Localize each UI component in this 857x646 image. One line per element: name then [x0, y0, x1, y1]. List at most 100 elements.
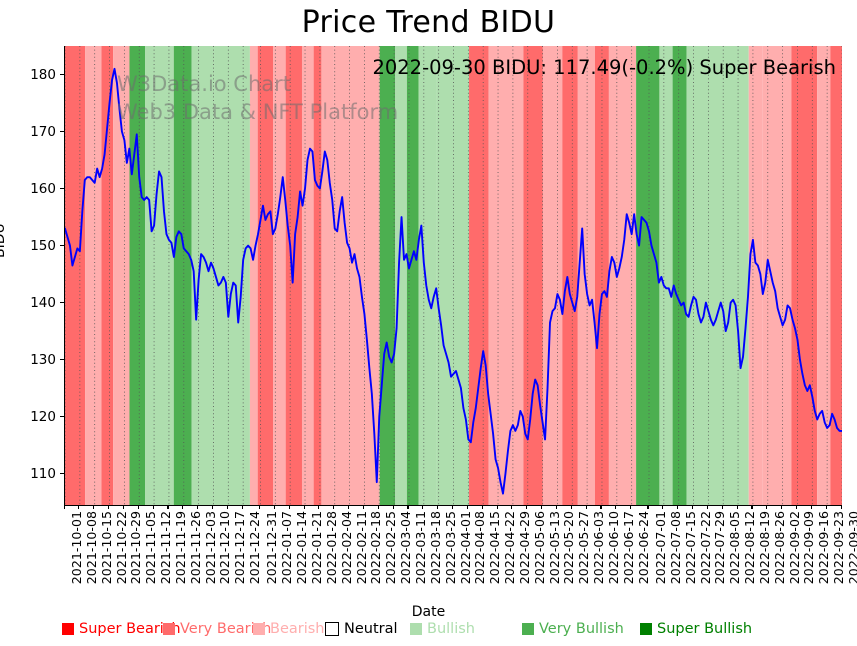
sentiment-band: [436, 46, 470, 505]
sentiment-band: [636, 46, 660, 505]
x-axis-tick-label: 2021-11-05: [143, 511, 159, 585]
x-axis-tick-label: 2022-09-09: [801, 511, 817, 585]
x-axis-tick-label: 2021-11-12: [158, 511, 174, 585]
x-axis-tick-label: 2022-05-20: [561, 511, 577, 585]
sentiment-band: [830, 46, 842, 505]
y-axis-tick-label: 180: [30, 66, 56, 83]
legend-label: Very Bullish: [539, 621, 624, 637]
x-axis-tick-mark: [241, 505, 243, 509]
legend-swatch-icon: [522, 623, 534, 635]
sentiment-band: [577, 46, 595, 505]
sentiment-band: [379, 46, 396, 505]
legend-item[interactable]: Very Bearish: [163, 620, 271, 638]
x-axis-tick-label: 2022-03-11: [412, 511, 428, 585]
y-axis-tick-label: 110: [30, 465, 56, 482]
x-axis-tick-label: 2022-02-18: [368, 511, 384, 585]
sentiment-band: [395, 46, 407, 505]
sentiment-band: [191, 46, 215, 505]
x-axis-tick-mark: [615, 505, 617, 509]
x-axis-tick-label: 2022-09-02: [786, 511, 802, 585]
legend-swatch-icon: [253, 623, 265, 635]
x-axis-tick-mark: [647, 505, 649, 509]
legend-swatch-icon: [163, 623, 175, 635]
x-axis-tick-mark: [122, 505, 124, 509]
x-axis-tick-mark: [677, 505, 679, 509]
price-series-bidu: [65, 67, 842, 495]
x-axis-tick-label: 2022-06-10: [605, 511, 621, 585]
y-axis-tick-mark: [60, 416, 64, 418]
x-axis-tick-label: 2022-09-30: [846, 511, 857, 585]
x-axis-tick-label: 2022-06-17: [620, 511, 636, 585]
x-axis-tick-mark: [452, 505, 454, 509]
x-axis-tick-mark: [108, 505, 110, 509]
x-axis-tick-mark: [630, 505, 632, 509]
x-axis-tick-mark: [692, 505, 694, 509]
x-axis-tick-mark: [422, 505, 424, 509]
x-axis-tick-label: 2021-12-10: [217, 511, 233, 585]
sentiment-band: [65, 46, 86, 505]
x-axis-tick-label: 2021-10-29: [128, 511, 144, 585]
legend-item[interactable]: Super Bullish: [640, 620, 752, 638]
legend-item[interactable]: Neutral: [325, 620, 398, 638]
x-axis-tick-mark: [662, 505, 664, 509]
sentiment-band: [791, 46, 818, 505]
x-axis-tick-label: 2021-10-15: [98, 511, 114, 585]
legend-item[interactable]: Super Bearish: [62, 620, 181, 638]
x-axis-tick-label: 2022-04-22: [502, 511, 518, 585]
x-axis-tick-mark: [197, 505, 199, 509]
x-axis-tick-mark: [751, 505, 753, 509]
x-axis-tick-label: 2022-03-04: [398, 511, 414, 585]
y-axis-tick-label: 130: [30, 351, 56, 368]
x-axis-tick-mark: [93, 505, 95, 509]
legend: Super Bearish Very Bearish Bearish Neutral B…: [0, 620, 857, 646]
x-axis-tick-mark: [303, 505, 305, 509]
x-axis-tick-mark: [766, 505, 768, 509]
legend-item[interactable]: Bullish: [410, 620, 475, 638]
x-axis-tick-mark: [348, 505, 350, 509]
x-axis-tick-label: 2022-04-08: [472, 511, 488, 585]
x-axis-tick-label: 2022-02-11: [353, 511, 369, 585]
x-axis-tick-mark: [318, 505, 320, 509]
x-axis-tick-label: 2021-11-19: [172, 511, 188, 585]
x-axis-tick-mark: [78, 505, 80, 509]
y-axis-tick-label: 140: [30, 294, 56, 311]
y-axis-label: BIDU: [0, 223, 8, 258]
x-axis-tick-mark: [511, 505, 513, 509]
legend-label: Very Bearish: [180, 621, 272, 637]
x-axis-tick-mark: [496, 505, 498, 509]
legend-item[interactable]: Bearish: [253, 620, 325, 638]
x-axis-tick-mark: [736, 505, 738, 509]
x-axis-tick-label: 2022-02-25: [383, 511, 399, 585]
sentiment-band: [406, 46, 419, 505]
legend-item[interactable]: Very Bullish: [522, 620, 624, 638]
page-title: Price Trend BIDU: [301, 5, 556, 40]
legend-swatch-icon: [410, 623, 422, 635]
legend-swatch-icon: [62, 623, 74, 635]
sentiment-band: [113, 46, 130, 505]
legend-label: Bearish: [270, 621, 325, 637]
x-axis-tick-label: 2022-07-08: [667, 511, 683, 585]
x-axis-tick-mark: [392, 505, 394, 509]
gridlines: [65, 46, 842, 505]
x-axis-tick-mark: [362, 505, 364, 509]
sentiment-band: [85, 46, 102, 505]
x-axis-tick-label: 2021-12-24: [247, 511, 263, 585]
x-axis-tick-label: 2022-09-23: [831, 511, 847, 585]
sentiment-band: [301, 46, 314, 505]
x-axis-tick-label: 2022-01-21: [309, 511, 325, 585]
x-axis-tick-mark: [211, 505, 214, 509]
x-axis-tick-label: 2021-10-08: [83, 511, 99, 585]
x-axis-tick-label: 2021-12-31: [264, 511, 280, 585]
x-axis-tick-label: 2022-01-28: [323, 511, 339, 585]
sentiment-band: [321, 46, 334, 505]
y-axis-tick-mark: [60, 74, 64, 76]
sentiment-band: [173, 46, 192, 505]
sentiment-band: [313, 46, 322, 505]
x-axis-tick-label: 2022-04-29: [516, 511, 532, 585]
x-axis-tick-label: 2022-07-22: [697, 511, 713, 585]
x-axis-tick-mark: [167, 505, 169, 509]
legend-label: Neutral: [344, 621, 398, 637]
x-axis-tick-mark: [781, 505, 783, 509]
x-axis-tick-mark: [182, 505, 184, 509]
